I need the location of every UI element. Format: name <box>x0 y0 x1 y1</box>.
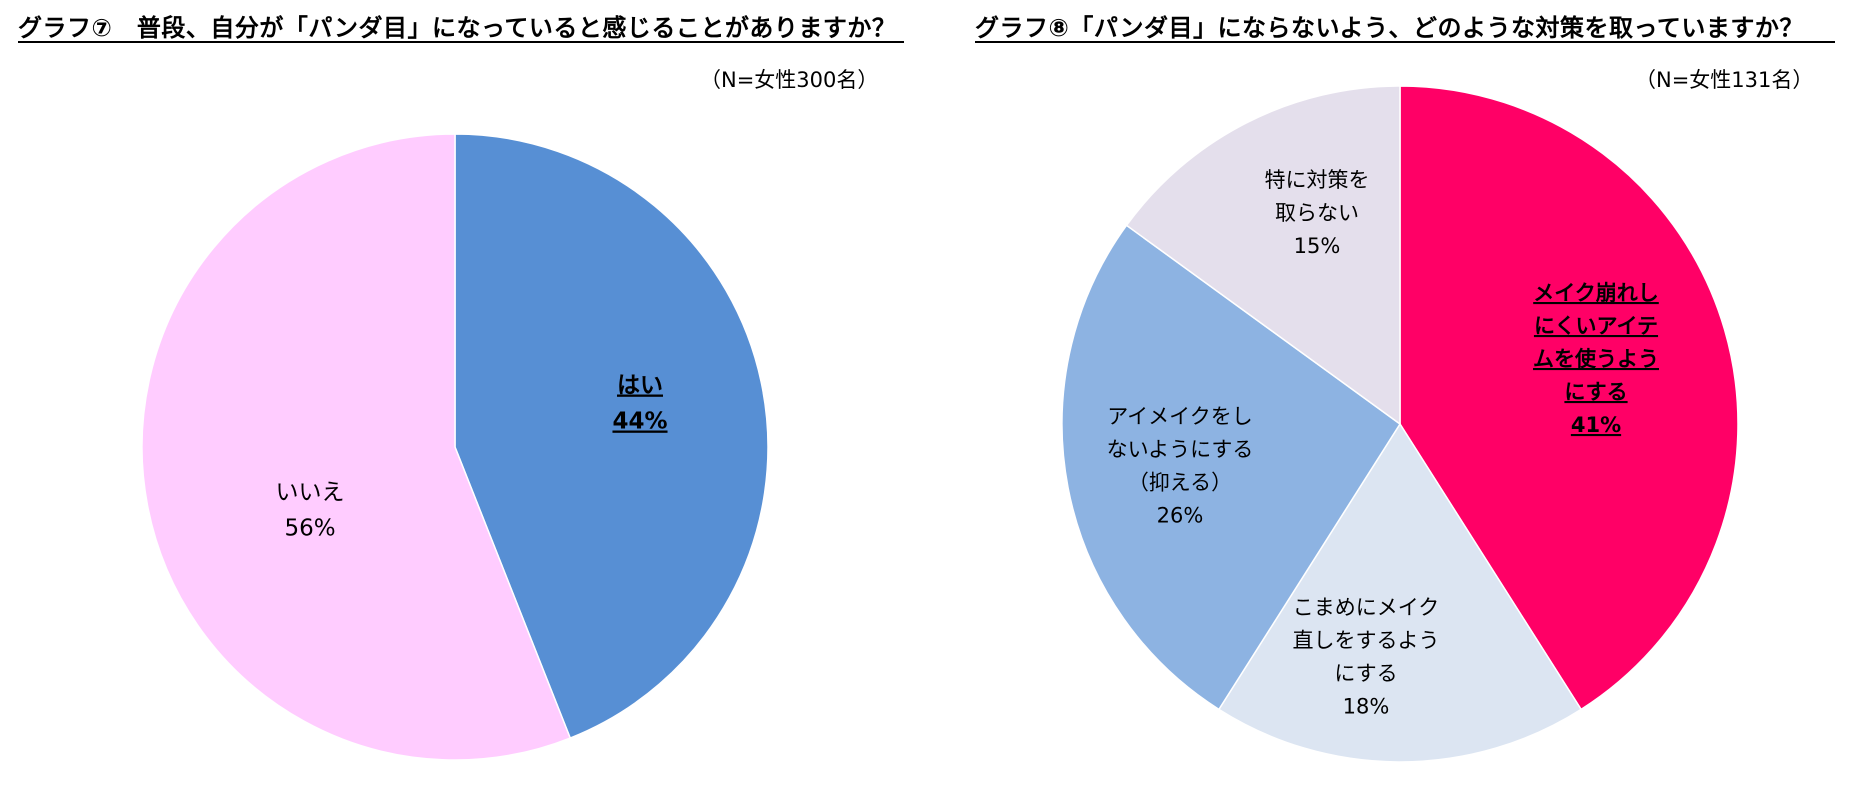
slice-percent-label: 56% <box>284 516 335 542</box>
chart-panel-1: グラフ⑦ 普段、自分が「パンダ目」になっていると感じることがありますか？ （N=… <box>0 0 915 785</box>
chart-panel-2: グラフ⑧「パンダ目」にならないよう、どのような対策を取っていますか？ （N=女性… <box>972 0 1854 785</box>
sample-size-note: （N=女性131名） <box>1635 68 1814 92</box>
slice-category-label: にする <box>1334 662 1397 686</box>
slice-category-label: いいえ <box>276 480 345 506</box>
pie-slice <box>1399 85 1739 711</box>
pie-chart: はい 44% いいえ 56% <box>141 133 769 761</box>
pie-slice <box>1217 422 1583 763</box>
slice-percent-label: 18% <box>1343 695 1390 719</box>
pie-chart: メイク崩れしにくいアイテムを使うようにする41%こまめにメイク直しをするようにす… <box>1061 85 1739 763</box>
chart-title: グラフ⑧「パンダ目」にならないよう、どのような対策を取っていますか？ <box>975 14 1804 42</box>
sample-size-note: （N=女性300名） <box>700 68 879 92</box>
title-underline <box>18 41 904 43</box>
pie-slice <box>141 133 572 761</box>
slice-category-label: にくいアイテ <box>1534 314 1658 338</box>
slice-category-label: アイメイクをし <box>1107 405 1253 429</box>
slice-category-label: ムを使うよう <box>1533 347 1659 371</box>
slice-percent-label: 44% <box>612 409 667 435</box>
slice-label: はい 44% <box>612 373 667 435</box>
slice-category-label: ないようにする <box>1107 438 1254 462</box>
slice-category-label: はい <box>617 373 663 399</box>
title-underline <box>975 41 1835 43</box>
slice-category-label: こまめにメイク <box>1293 596 1440 620</box>
slice-category-label: にする <box>1564 380 1627 404</box>
pie-slice <box>1125 85 1401 426</box>
slice-category-label: 特に対策を <box>1265 168 1370 192</box>
pie-slice <box>1061 224 1402 711</box>
pie-slice <box>454 133 769 739</box>
slice-percent-label: 41% <box>1571 413 1621 437</box>
slice-percent-label: 26% <box>1157 504 1204 528</box>
slice-label: いいえ 56% <box>276 480 345 542</box>
slice-category-label: メイク崩れし <box>1533 281 1659 305</box>
chart-title: グラフ⑦ 普段、自分が「パンダ目」になっていると感じることがありますか？ <box>18 14 897 42</box>
slice-category-label: 直しをするよう <box>1293 629 1440 653</box>
slice-category-label: 取らない <box>1275 201 1359 225</box>
slice-percent-label: 15% <box>1294 234 1341 258</box>
slice-category-label: （抑える） <box>1128 471 1232 495</box>
